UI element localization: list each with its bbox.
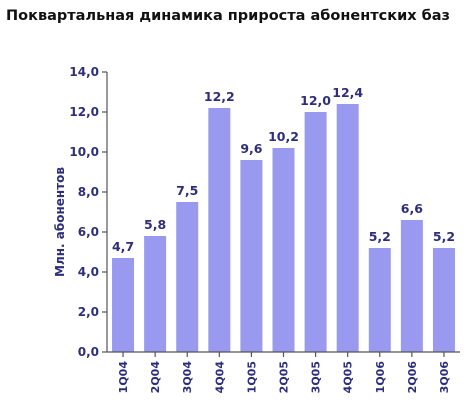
data-label: 4,7: [112, 239, 134, 254]
y-tick-label: 0,0: [78, 345, 99, 359]
category-label: 2Q05: [278, 361, 291, 393]
bar: [432, 248, 455, 352]
data-label: 7,5: [176, 183, 198, 198]
category-label: 3Q06: [438, 361, 451, 394]
y-tick-label: 12,0: [69, 105, 99, 119]
y-axis-ticks: 0,0 2,0 4,0 6,0 8,0 10,0 12,0 14,0: [69, 65, 107, 359]
data-label: 10,2: [268, 129, 299, 144]
category-label: 4Q05: [342, 361, 355, 393]
bars: [112, 104, 455, 352]
category-label: 1Q04: [117, 361, 130, 394]
y-tick-label: 2,0: [78, 305, 99, 319]
y-tick-label: 4,0: [78, 265, 99, 279]
category-label: 3Q05: [310, 361, 323, 393]
bar: [304, 112, 327, 352]
chart-title: Поквартальная динамика прироста абонентс…: [6, 8, 450, 24]
y-tick-label: 14,0: [69, 65, 99, 79]
category-label: 2Q04: [149, 361, 162, 394]
data-label: 12,4: [332, 85, 363, 100]
data-label: 9,6: [240, 141, 262, 156]
data-label: 12,0: [300, 93, 331, 108]
bar: [176, 202, 199, 352]
bar: [336, 104, 359, 352]
category-label: 2Q06: [406, 361, 419, 394]
category-labels: 1Q04 2Q04 3Q04 4Q04 1Q05 2Q05 3Q05 4Q05 1Q06 2Q06…: [117, 352, 451, 393]
y-tick-label: 6,0: [78, 225, 99, 239]
bar: [368, 248, 391, 352]
category-label: 3Q04: [181, 361, 194, 394]
y-axis-label: Млн. абонентов: [53, 167, 67, 277]
category-label: 1Q06: [374, 361, 387, 394]
y-tick-label: 10,0: [69, 145, 99, 159]
bar: [112, 258, 135, 352]
category-label: 1Q05: [245, 361, 258, 393]
data-label: 12,2: [204, 89, 235, 104]
data-label: 5,8: [144, 217, 166, 232]
y-tick-label: 8,0: [78, 185, 99, 199]
data-label: 6,6: [401, 201, 423, 216]
bar: [144, 236, 167, 352]
data-label: 5,2: [369, 229, 391, 244]
category-label: 4Q04: [213, 361, 226, 394]
bar: [240, 160, 263, 352]
bar: [272, 148, 295, 352]
bar: [208, 108, 231, 352]
data-label: 5,2: [433, 229, 455, 244]
bar: [400, 220, 423, 352]
data-labels: 4,7 5,8 7,5 12,2 9,6 10,2 12,012,4 5,2 6,6 5,2: [112, 85, 455, 254]
